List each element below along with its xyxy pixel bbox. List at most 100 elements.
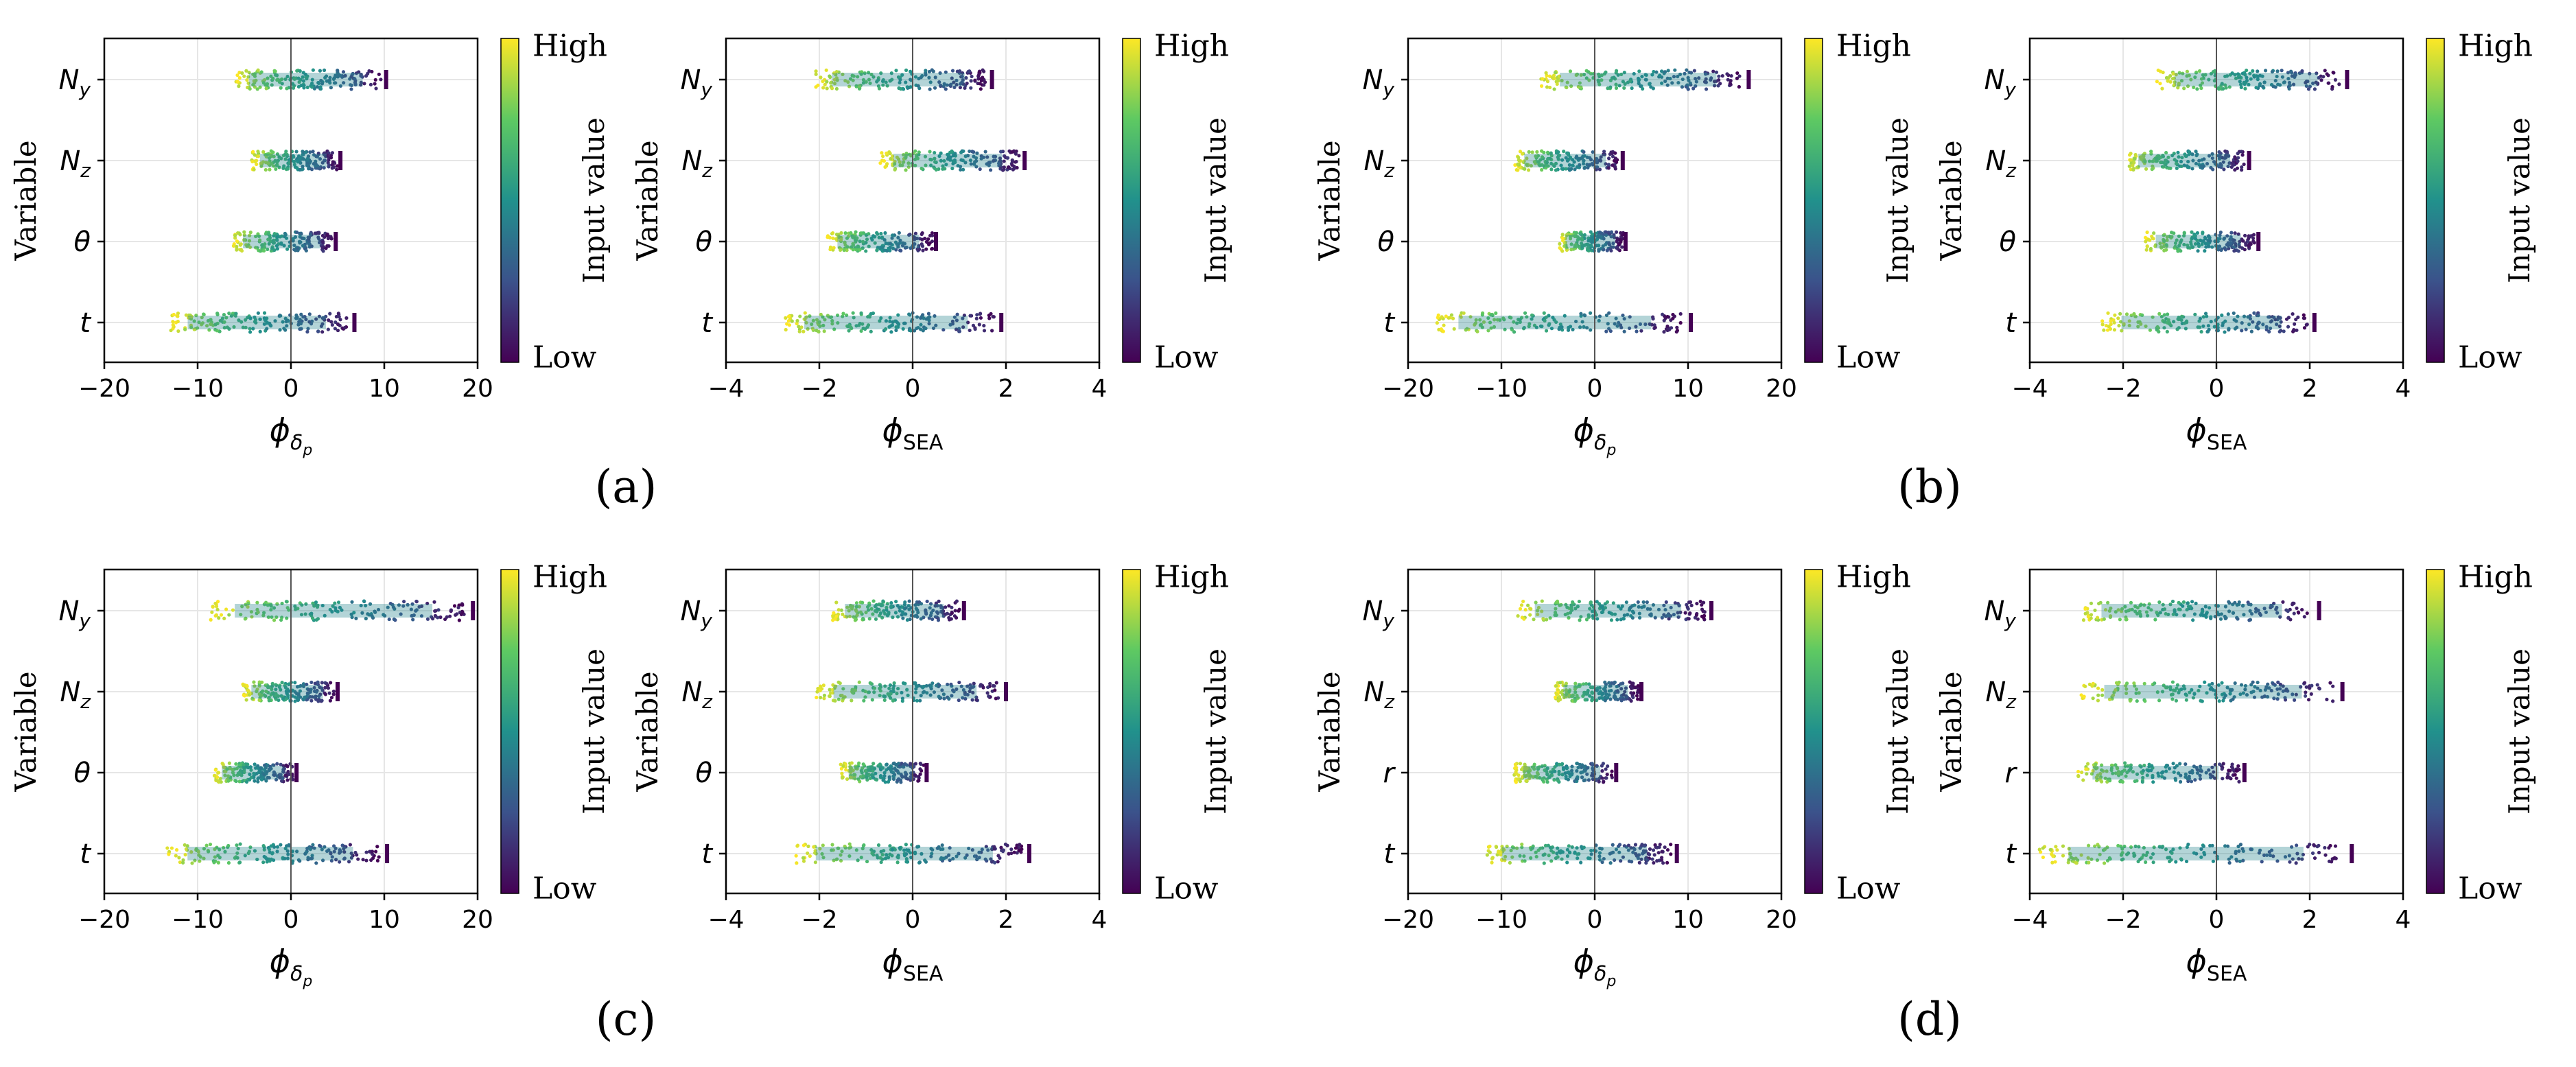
- scatter-point: [369, 858, 373, 863]
- x-tick-label: −10: [172, 906, 224, 934]
- scatter-point: [969, 162, 973, 166]
- scatter-point: [997, 161, 1001, 165]
- scatter-point: [2109, 319, 2113, 323]
- scatter-point: [275, 235, 279, 239]
- scatter-point: [2243, 248, 2247, 252]
- scatter-point: [898, 160, 902, 164]
- scatter-point: [836, 680, 841, 684]
- scatter-point: [905, 618, 910, 622]
- scatter-point: [183, 853, 187, 857]
- scatter-point: [1451, 316, 1455, 320]
- scatter-point: [1636, 600, 1640, 605]
- scatter-point: [1604, 162, 1608, 166]
- scatter-point: [960, 80, 964, 84]
- scatter-point: [894, 600, 898, 604]
- scatter-point: [839, 231, 843, 235]
- scatter-point: [366, 71, 370, 75]
- scatter-point: [908, 233, 912, 237]
- scatter-point: [1604, 776, 1608, 780]
- scatter-point: [928, 150, 932, 154]
- scatter-point: [1010, 163, 1014, 167]
- scatter-point: [1600, 73, 1604, 78]
- scatter-point: [1711, 69, 1716, 73]
- scatter-point: [962, 314, 967, 318]
- scatter-point: [333, 327, 337, 331]
- scatter-point: [311, 150, 315, 154]
- scatter-point: [208, 842, 213, 847]
- scatter-point: [998, 150, 1003, 154]
- scatter-density-band: [893, 154, 1003, 167]
- scatter-point: [2112, 320, 2116, 325]
- scatter-point: [296, 246, 300, 250]
- scatter-point: [1643, 73, 1648, 77]
- scatter-point: [862, 843, 866, 847]
- scatter-point: [900, 73, 904, 77]
- scatter-point: [1529, 163, 1533, 168]
- scatter-point: [1630, 86, 1634, 91]
- scatter-point: [833, 617, 837, 621]
- scatter-point: [948, 323, 952, 327]
- scatter-point: [998, 156, 1003, 161]
- x-tick-label: −10: [172, 375, 224, 403]
- scatter-point: [362, 82, 366, 86]
- scatter-point: [245, 684, 249, 688]
- scatter-point: [1009, 847, 1014, 852]
- scatter-point: [285, 86, 289, 91]
- scatter-point: [899, 248, 903, 253]
- scatter-point: [882, 698, 887, 702]
- scatter-point: [1650, 857, 1654, 861]
- scatter-point: [847, 84, 852, 89]
- scatter-point: [917, 860, 922, 865]
- scatter-point: [987, 161, 991, 165]
- scatter-point: [284, 150, 288, 154]
- scatter-point: [460, 610, 465, 615]
- scatter-point: [795, 318, 799, 323]
- scatter-point: [904, 155, 908, 160]
- scatter-point: [1569, 84, 1573, 89]
- scatter-point: [1619, 618, 1623, 622]
- scatter-point: [1441, 329, 1445, 333]
- scatter-point: [1546, 157, 1550, 161]
- scatter-point: [1614, 230, 1619, 234]
- scatter-point: [241, 325, 245, 329]
- scatter-point: [858, 233, 863, 237]
- scatter-point: [857, 84, 862, 88]
- scatter-point: [200, 321, 205, 325]
- scatter-point: [257, 680, 261, 684]
- scatter-point: [272, 618, 277, 622]
- scatter-point: [1620, 245, 1624, 249]
- scatter-point: [212, 773, 217, 777]
- scatter-point: [941, 167, 945, 171]
- scatter-point: [2106, 311, 2110, 315]
- scatter-point: [861, 762, 865, 766]
- scatter-point: [2232, 311, 2236, 316]
- scatter-point: [312, 86, 316, 91]
- scatter-point: [942, 159, 946, 163]
- scatter-point: [884, 319, 889, 323]
- scatter-point: [898, 238, 902, 242]
- scatter-point: [901, 241, 905, 245]
- scatter-outlier-point: [1022, 151, 1027, 170]
- scatter-point: [1556, 154, 1561, 158]
- scatter-point: [1676, 80, 1681, 85]
- scatter-point: [969, 79, 973, 83]
- scatter-density-band: [1565, 235, 1615, 248]
- scatter-point: [336, 328, 340, 333]
- x-tick-label: −20: [78, 375, 130, 403]
- scatter-point: [1557, 74, 1562, 78]
- scatter-point: [1528, 613, 1532, 617]
- scatter-point: [2116, 316, 2120, 320]
- scatter-point: [798, 314, 802, 318]
- scatter-point: [303, 150, 307, 154]
- scatter-point: [835, 78, 839, 82]
- scatter-point: [449, 608, 454, 612]
- scatter-point: [913, 762, 918, 766]
- scatter-point: [1640, 75, 1644, 79]
- scatter-point: [1606, 166, 1611, 170]
- x-tick-label: 10: [368, 906, 400, 934]
- scatter-point: [821, 843, 825, 847]
- scatter-point: [253, 762, 257, 766]
- scatter-point: [2151, 237, 2155, 241]
- scatter-point: [2216, 87, 2221, 91]
- scatter-point: [280, 82, 284, 86]
